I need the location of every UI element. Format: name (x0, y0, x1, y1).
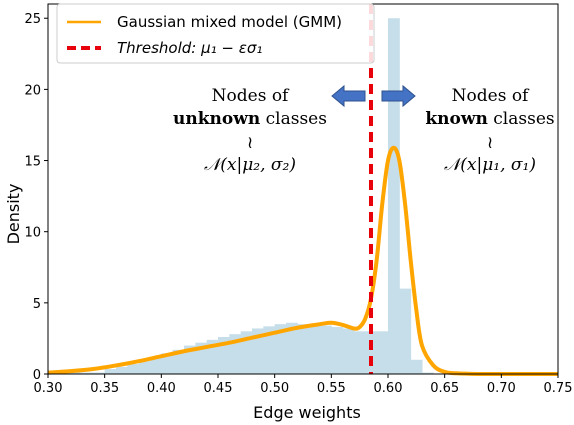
x-tick-label: 0.70 (487, 381, 516, 396)
histogram-bar (342, 328, 355, 374)
histogram-bar (422, 372, 434, 374)
histogram-bar (388, 18, 400, 374)
x-tick-label: 0.55 (317, 381, 346, 396)
x-tick-label: 0.35 (90, 381, 119, 396)
right-arrow-icon (381, 84, 416, 108)
x-tick-label: 0.75 (544, 381, 573, 396)
histogram-bar (286, 322, 298, 374)
histogram-bar (399, 288, 412, 374)
histogram-bar (274, 324, 287, 374)
annotation-unknown-line2: unknown classes (173, 109, 327, 129)
histogram-bar (138, 361, 151, 374)
histogram-bar (127, 364, 140, 374)
y-tick-label: 25 (24, 12, 41, 27)
gmm-curve-layer (47, 145, 559, 377)
histogram-bar (320, 325, 332, 374)
histogram-bar (240, 331, 253, 374)
axes: 0.30 0.35 0.40 0.45 0.50 0.55 0.60 0.65 0.70 0.75… (24, 3, 573, 396)
legend-box (56, 3, 375, 64)
histogram-bar (263, 326, 276, 374)
histogram-bar (410, 359, 423, 374)
histogram-bar (161, 353, 174, 374)
annotation-known-line2: known classes (425, 109, 554, 129)
left-arrow-icon (331, 84, 366, 108)
histogram-bar (331, 327, 344, 374)
y-tick-label: 10 (24, 226, 41, 241)
annotation-known: Nodes of known classes ≀ 𝒩(x|μ₁, σ₁) (425, 86, 554, 175)
histogram-bar (150, 356, 162, 374)
annotation-unknown-rest: classes (260, 109, 327, 129)
y-tick-label: 20 (24, 83, 41, 98)
annotation-known-rest: classes (488, 109, 555, 129)
annotation-known-bold: known (425, 109, 487, 129)
y-tick-label: 15 (24, 155, 41, 170)
annotation-unknown-tilde: ≀ (247, 133, 253, 153)
legend-gmm-label: Gaussian mixed model (GMM) (117, 13, 342, 31)
x-tick-label: 0.45 (204, 381, 233, 396)
x-tick-label: 0.40 (147, 381, 176, 396)
x-tick-label: 0.30 (34, 381, 63, 396)
y-tick-label: 0 (33, 368, 41, 383)
legend-threshold-word: Threshold (117, 39, 192, 57)
y-tick-label: 5 (33, 297, 41, 312)
annotation-known-line1: Nodes of (452, 86, 530, 106)
legend-threshold-formula: : μ₁ − εσ₁ (191, 39, 262, 57)
histogram-bar (218, 337, 230, 374)
histogram-bar (229, 334, 242, 374)
histogram-bar (48, 372, 106, 374)
x-tick-label: 0.60 (374, 381, 403, 396)
legend: Gaussian mixed model (GMM) Threshold: μ₁… (56, 3, 375, 64)
x-axis-label: Edge weights (253, 403, 361, 422)
histogram-bar (297, 324, 310, 374)
histogram-bar (104, 369, 117, 374)
histogram-bar (116, 366, 128, 374)
x-tick-label: 0.65 (430, 381, 459, 396)
annotation-unknown-line1: Nodes of (212, 86, 290, 106)
y-axis-label: Density (4, 184, 23, 245)
histogram-bar (206, 339, 219, 374)
histogram-bar (308, 324, 321, 374)
annotation-known-formula: 𝒩(x|μ₁, σ₁) (444, 155, 536, 175)
annotation-known-tilde: ≀ (487, 133, 493, 153)
histogram-bar (195, 342, 208, 374)
histogram-bar (354, 331, 389, 374)
annotation-unknown: Nodes of unknown classes ≀ 𝒩(x|μ₂, σ₂) (173, 86, 327, 175)
histogram-bar (252, 328, 264, 374)
annotation-unknown-bold: unknown (173, 109, 260, 129)
histogram-bar (184, 345, 196, 374)
annotation-unknown-formula: 𝒩(x|μ₂, σ₂) (204, 155, 296, 175)
legend-threshold-label: Threshold: μ₁ − εσ₁ (117, 39, 262, 57)
x-tick-label: 0.50 (260, 381, 289, 396)
histogram-bar (172, 349, 185, 374)
gmm-curve (47, 145, 559, 377)
histogram (48, 18, 434, 374)
